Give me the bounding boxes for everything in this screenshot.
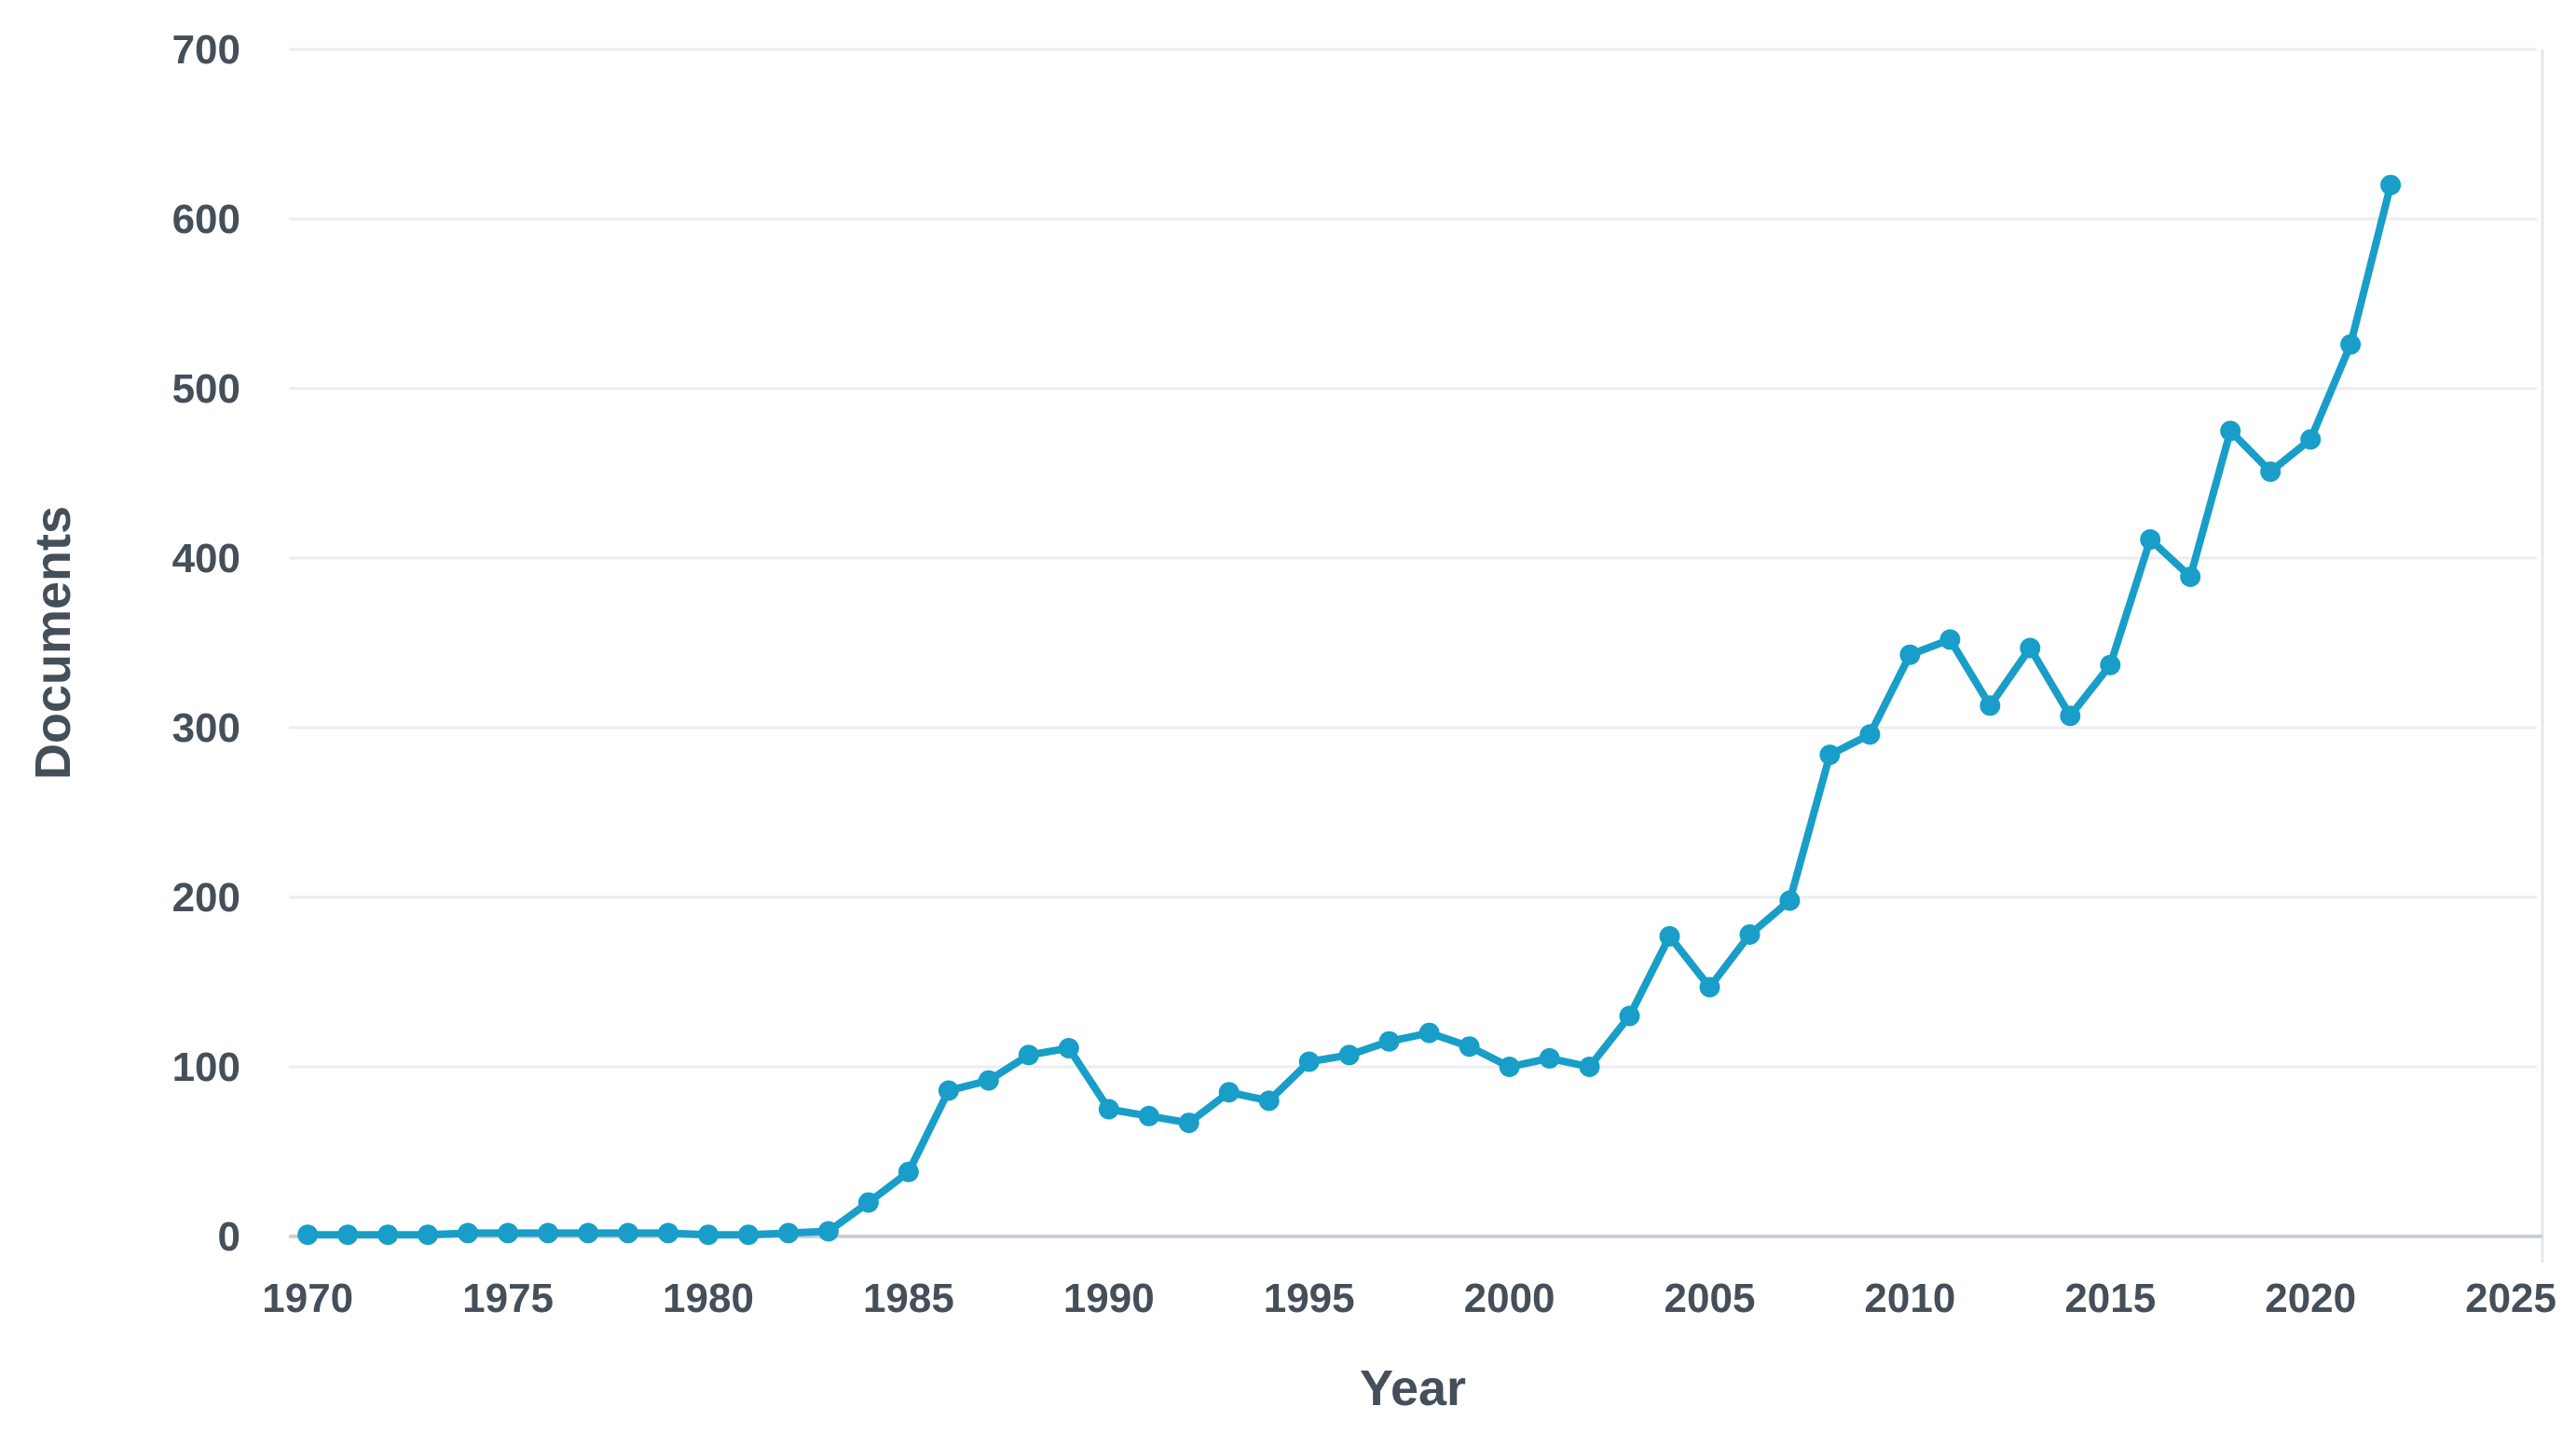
data-point <box>578 1222 599 1244</box>
data-point <box>538 1222 559 1244</box>
data-point <box>2180 567 2201 587</box>
data-point <box>2060 705 2081 727</box>
data-point <box>1138 1105 1159 1126</box>
x-tick-label: 2020 <box>2265 1276 2356 1321</box>
data-point <box>1779 890 1801 911</box>
data-point <box>1819 744 1841 766</box>
data-point <box>498 1222 519 1244</box>
y-tick-label: 700 <box>172 27 240 73</box>
data-point <box>1298 1051 1320 1072</box>
data-point <box>458 1222 479 1244</box>
x-tick-label: 2010 <box>1864 1276 1955 1321</box>
data-point <box>698 1224 719 1246</box>
data-point <box>938 1080 959 1101</box>
data-point <box>1939 629 1961 650</box>
x-tick-label: 2000 <box>1464 1276 1555 1321</box>
y-tick-label: 200 <box>172 875 240 921</box>
data-point <box>857 1192 879 1213</box>
data-point <box>1338 1044 1360 1066</box>
data-point <box>1098 1099 1119 1120</box>
data-point <box>1859 724 1881 745</box>
data-point <box>1739 924 1761 945</box>
x-tick-label: 1980 <box>663 1276 754 1321</box>
data-point <box>1699 976 1720 998</box>
data-point <box>377 1224 399 1246</box>
x-tick-label: 1970 <box>262 1276 353 1321</box>
x-tick-label: 2025 <box>2465 1276 2556 1321</box>
data-point <box>1499 1057 1520 1077</box>
data-point <box>1539 1047 1560 1069</box>
data-point <box>2300 429 2322 450</box>
y-tick-label: 600 <box>172 197 240 242</box>
data-point <box>2020 637 2041 659</box>
y-tick-label: 0 <box>218 1214 240 1260</box>
data-point <box>1980 695 2001 717</box>
x-tick-label: 2005 <box>1665 1276 1756 1321</box>
x-tick-label: 1985 <box>863 1276 954 1321</box>
data-point <box>297 1224 319 1246</box>
data-point <box>1178 1113 1199 1134</box>
x-tick-label: 2015 <box>2064 1276 2156 1321</box>
data-point <box>1459 1036 1480 1058</box>
data-point <box>2220 420 2241 442</box>
x-tick-label: 1975 <box>462 1276 554 1321</box>
data-point <box>1218 1082 1240 1103</box>
data-point <box>2380 174 2402 196</box>
data-point <box>1378 1031 1400 1052</box>
data-point <box>1058 1038 1079 1058</box>
y-tick-label: 400 <box>172 536 240 581</box>
data-point <box>618 1222 638 1244</box>
data-point <box>978 1070 999 1091</box>
data-point <box>817 1221 839 1242</box>
data-point <box>2140 529 2161 550</box>
x-tick-label: 1990 <box>1063 1276 1155 1321</box>
data-point <box>897 1161 919 1182</box>
data-point <box>1899 644 1921 665</box>
data-point <box>1619 1005 1640 1027</box>
data-point <box>2260 461 2281 483</box>
data-point <box>418 1224 439 1246</box>
data-point <box>2340 334 2362 355</box>
data-point <box>1258 1090 1280 1112</box>
y-axis-title: Documents <box>25 505 81 781</box>
y-tick-label: 100 <box>172 1044 240 1090</box>
x-tick-label: 1995 <box>1264 1276 1355 1321</box>
y-tick-label: 300 <box>172 705 240 751</box>
data-point <box>1579 1057 1600 1077</box>
data-point <box>1018 1044 1039 1066</box>
data-point <box>337 1224 359 1246</box>
data-point <box>778 1222 799 1244</box>
data-point <box>738 1224 759 1246</box>
data-point <box>658 1222 678 1244</box>
data-point <box>1418 1022 1440 1044</box>
x-axis-title: Year <box>1359 1360 1467 1416</box>
data-point <box>2100 654 2121 676</box>
data-point <box>1659 925 1680 947</box>
y-tick-label: 500 <box>172 366 240 412</box>
